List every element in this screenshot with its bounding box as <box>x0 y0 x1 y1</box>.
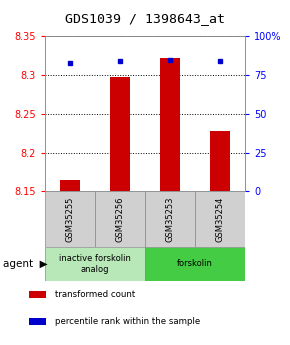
Bar <box>110 77 130 191</box>
Text: GSM35256: GSM35256 <box>115 196 124 242</box>
Bar <box>45 191 95 247</box>
Text: GSM35254: GSM35254 <box>215 196 224 242</box>
Text: GSM35255: GSM35255 <box>66 196 75 242</box>
Text: agent  ▶: agent ▶ <box>3 259 48 269</box>
Bar <box>95 191 145 247</box>
Text: inactive forskolin
analog: inactive forskolin analog <box>59 254 131 274</box>
Bar <box>29 318 46 325</box>
Text: GDS1039 / 1398643_at: GDS1039 / 1398643_at <box>65 12 225 25</box>
Text: percentile rank within the sample: percentile rank within the sample <box>55 317 200 326</box>
Bar <box>210 131 230 191</box>
Bar <box>29 291 46 298</box>
Bar <box>145 247 245 281</box>
Bar <box>145 191 195 247</box>
Text: transformed count: transformed count <box>55 290 135 299</box>
Text: forskolin: forskolin <box>177 259 213 268</box>
Bar <box>195 191 245 247</box>
Bar <box>60 180 80 191</box>
Bar <box>45 247 145 281</box>
Text: GSM35253: GSM35253 <box>166 196 175 242</box>
Bar <box>160 58 180 191</box>
